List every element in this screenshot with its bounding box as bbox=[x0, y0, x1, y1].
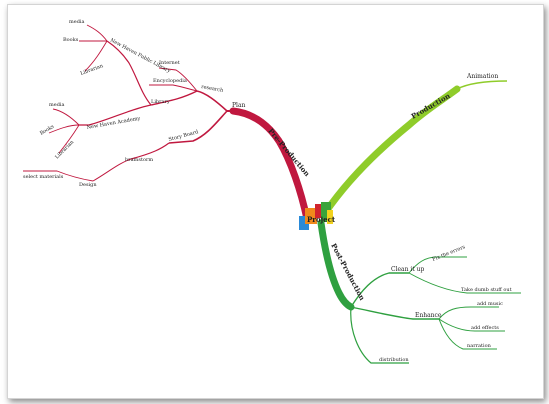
mind-map-diagram: Project Pre-Production Plan research Int… bbox=[23, 19, 521, 364]
new-haven-public-library-label[interactable]: New Haven Public Library bbox=[109, 37, 171, 74]
pre-production-trunk bbox=[229, 107, 311, 223]
production-label[interactable]: Production bbox=[410, 91, 452, 121]
clean-it-up-label[interactable]: Clean it up bbox=[391, 266, 425, 273]
plan-label[interactable]: Plan bbox=[232, 102, 246, 109]
production-trunk bbox=[321, 85, 461, 217]
post-production-trunk bbox=[317, 219, 355, 311]
central-topic-label[interactable]: Project bbox=[307, 215, 336, 224]
post-production-branch bbox=[317, 219, 521, 364]
brainstorm-label[interactable]: brainstorm bbox=[125, 157, 153, 163]
add-music-label[interactable]: add music bbox=[477, 301, 503, 307]
enhance-label[interactable]: Enhance bbox=[415, 312, 442, 319]
post-production-label[interactable]: Post-Production bbox=[329, 242, 367, 302]
fix-errors-label[interactable]: Fix the errors bbox=[432, 244, 467, 263]
select-materials-label[interactable]: select materials bbox=[23, 174, 64, 180]
new-haven-academy-label[interactable]: New Haven Academy bbox=[86, 116, 141, 131]
research-connector bbox=[196, 90, 228, 112]
pre-production-branch bbox=[23, 24, 311, 223]
nha-books-label[interactable]: Books bbox=[39, 124, 56, 137]
nhpl-media-label[interactable]: media bbox=[69, 19, 85, 25]
production-branch bbox=[321, 80, 508, 217]
design-label[interactable]: Design bbox=[79, 182, 97, 188]
internet-label[interactable]: Internet bbox=[159, 60, 180, 66]
research-label[interactable]: research bbox=[201, 84, 225, 94]
nha-librarian-label[interactable]: Librarian bbox=[54, 139, 76, 161]
nha-media-label[interactable]: media bbox=[49, 102, 65, 108]
nhpl-books-label[interactable]: Books bbox=[63, 37, 79, 43]
add-effects-label[interactable]: add effects bbox=[471, 325, 499, 331]
library-label[interactable]: Library bbox=[151, 99, 170, 105]
narration-label[interactable]: narration bbox=[467, 343, 492, 349]
nhpl-librarian-label[interactable]: Librarian bbox=[80, 63, 105, 77]
story-board-connector bbox=[168, 110, 228, 144]
distribution-label[interactable]: distribution bbox=[379, 357, 409, 363]
cube-stack-icon[interactable] bbox=[299, 202, 333, 230]
take-dumb-stuff-out-label[interactable]: Take dumb stuff out bbox=[461, 287, 512, 293]
encyclopedia-label[interactable]: Encyclopedia bbox=[153, 78, 187, 84]
mind-map-canvas: Project Pre-Production Plan research Int… bbox=[7, 4, 544, 399]
pre-production-label[interactable]: Pre-Production bbox=[266, 127, 311, 179]
animation-label[interactable]: Animation bbox=[466, 73, 498, 80]
